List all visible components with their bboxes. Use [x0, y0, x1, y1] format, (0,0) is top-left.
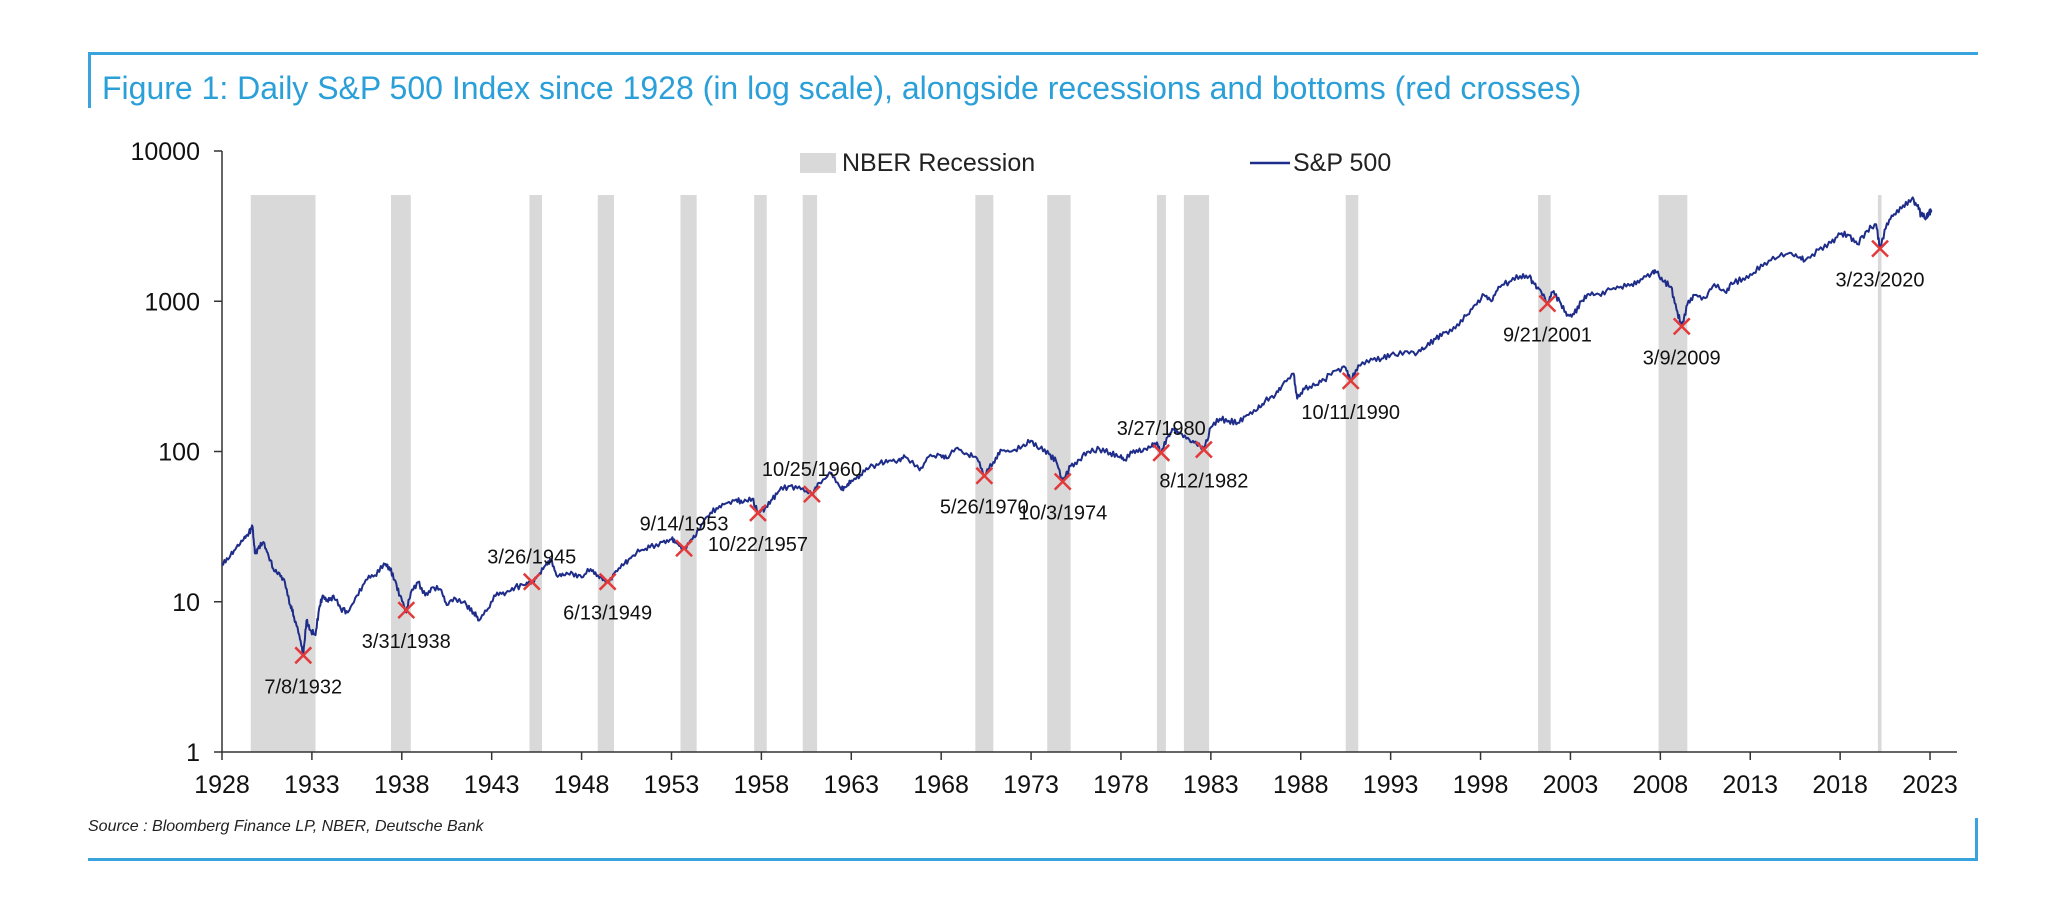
frame-bottom-rule: [88, 858, 1978, 861]
bottom-cross-12-b: [1538, 294, 1557, 313]
x-tick-label: 1963: [823, 771, 879, 799]
bottom-label: 8/12/1982: [1159, 471, 1248, 493]
bottom-cross-1-b: [397, 601, 416, 619]
frame-right-rule: [1975, 818, 1978, 861]
recession-band-7: [975, 195, 994, 752]
bottom-label: 10/3/1974: [1018, 503, 1107, 525]
x-tick-label: 1978: [1093, 771, 1149, 799]
recession-band-4: [680, 195, 697, 752]
x-tick-label: 1993: [1363, 771, 1419, 799]
bottom-label: 10/25/1960: [762, 459, 862, 481]
bottom-cross-2-b: [522, 572, 541, 591]
bottom-cross-3-b: [598, 572, 617, 591]
chart-legend: NBER Recession S&P 500: [800, 149, 1391, 177]
x-tick-label: 1938: [374, 771, 430, 799]
bottom-markers: 7/8/1932 3/31/1938 3/26/1945 6/13/1949 9/14/…: [264, 239, 1925, 698]
source-note: Source : Bloomberg Finance LP, NBER, Deu…: [88, 818, 484, 835]
bottom-label: 3/27/1980: [1117, 418, 1206, 440]
x-tick-label: 1983: [1183, 771, 1239, 799]
x-tick-label: 1928: [194, 771, 250, 799]
legend-recession-swatch: [800, 153, 836, 173]
x-tick-label: 2008: [1633, 771, 1689, 799]
recession-band-11: [1345, 195, 1359, 752]
legend-series-label: S&P 500: [1293, 149, 1391, 177]
x-tick-label: 1953: [644, 771, 700, 799]
bottom-label: 6/13/1949: [563, 603, 652, 625]
bottom-cross-7-b: [975, 466, 994, 485]
bottom-label: 9/14/1953: [640, 513, 729, 535]
x-tick-label: 2023: [1902, 771, 1958, 799]
y-tick-label: 100: [158, 439, 200, 467]
bottom-cross-6-b: [803, 485, 821, 504]
bottom-cross-0-b: [294, 646, 313, 665]
y-tick-label: 10: [172, 589, 200, 617]
bottom-cross-4-b: [675, 539, 693, 558]
bottom-label: 10/11/1990: [1301, 402, 1400, 424]
bottom-label: 10/22/1957: [708, 534, 808, 556]
bottom-cross-8-b: [1053, 472, 1072, 491]
x-tick-label: 1958: [734, 771, 790, 799]
recession-band-8: [1047, 195, 1071, 752]
recession-band-12: [1538, 195, 1551, 752]
chart-axes: 1 10 100 1000 10000 1928 1933 1938 1943 1948 1953 1…: [130, 138, 1957, 799]
recession-band-5: [754, 195, 767, 752]
bottom-label: 3/31/1938: [362, 631, 451, 653]
series-line-sp500-0: [221, 196, 1933, 657]
bottom-cross-9-b: [1152, 443, 1171, 462]
x-tick-label: 2003: [1543, 771, 1599, 799]
x-tick-label: 1948: [554, 771, 610, 799]
recession-band-6: [802, 195, 818, 752]
bottom-label: 3/26/1945: [487, 547, 576, 569]
figure-title: Figure 1: Daily S&P 500 Index since 1928…: [102, 70, 1582, 106]
x-tick-label: 1973: [1003, 771, 1059, 799]
x-tick-label: 1943: [464, 771, 520, 799]
bottom-label: 5/26/1970: [940, 497, 1029, 519]
bottom-label: 7/8/1932: [264, 676, 342, 698]
recession-band-9: [1156, 195, 1166, 752]
bottom-cross-11-b: [1341, 372, 1360, 390]
frame-left-rule: [88, 52, 91, 108]
x-tick-label: 1988: [1273, 771, 1329, 799]
x-tick-label: 1968: [913, 771, 969, 799]
y-tick-label: 1: [186, 739, 200, 767]
bottom-label: 9/21/2001: [1503, 325, 1592, 347]
x-tick-label: 2018: [1812, 771, 1868, 799]
bottom-cross-5-b: [749, 504, 767, 522]
bottom-label: 3/9/2009: [1643, 347, 1721, 369]
recession-band-2: [529, 195, 543, 752]
bottom-cross-10-b: [1194, 440, 1213, 459]
frame-top-rule: [88, 52, 1978, 55]
series-group: [221, 196, 1933, 657]
x-tick-label: 2013: [1722, 771, 1778, 799]
recession-band-14: [1877, 195, 1882, 752]
x-tick-label: 1998: [1453, 771, 1509, 799]
recession-bands: [250, 195, 1882, 752]
bottom-cross-14-b: [1871, 239, 1889, 258]
recession-band-3: [597, 195, 614, 752]
recession-band-13: [1658, 195, 1688, 752]
recession-band-1: [391, 195, 411, 752]
bottom-label: 3/23/2020: [1836, 270, 1925, 292]
bottom-cross-13-b: [1672, 317, 1691, 336]
recession-band-10: [1183, 195, 1210, 752]
legend-recession-label: NBER Recession: [842, 149, 1035, 177]
recession-band-0: [250, 195, 316, 752]
y-tick-label: 1000: [144, 288, 200, 316]
x-tick-label: 1933: [284, 771, 340, 799]
y-tick-label: 10000: [130, 138, 200, 166]
